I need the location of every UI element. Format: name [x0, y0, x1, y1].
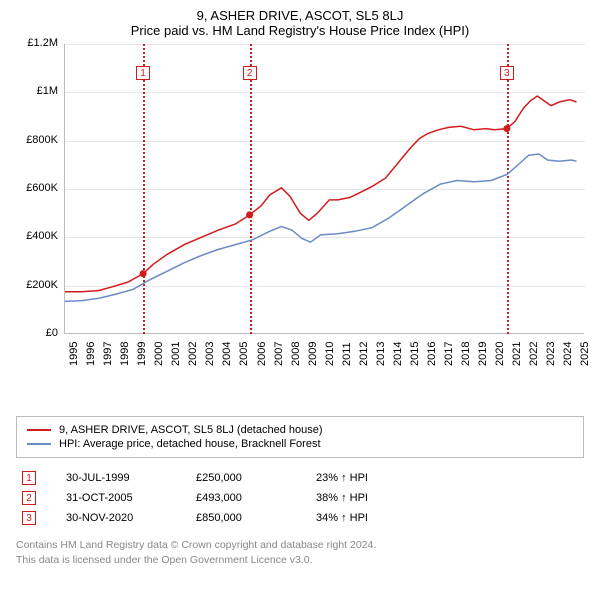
x-axis-tick-label: 2006: [256, 342, 268, 366]
y-axis-tick-label: £0: [16, 327, 58, 339]
legend-swatch: [27, 429, 51, 431]
plot-area: 123: [64, 44, 584, 334]
sales-row-marker-badge: 3: [22, 511, 36, 525]
x-axis-tick-label: 2020: [494, 342, 506, 366]
x-axis-tick-label: 2019: [477, 342, 489, 366]
x-axis-tick-label: 2008: [290, 342, 302, 366]
sale-dot: [246, 211, 253, 218]
x-axis-tick-label: 2014: [392, 342, 404, 366]
chart-title-address: 9, ASHER DRIVE, ASCOT, SL5 8LJ: [16, 8, 584, 23]
series-hpi: [65, 154, 577, 301]
chart-container: 9, ASHER DRIVE, ASCOT, SL5 8LJ Price pai…: [0, 0, 600, 590]
sales-row-marker-badge: 1: [22, 471, 36, 485]
sales-row-price: £250,000: [196, 472, 286, 484]
x-axis-tick-label: 2004: [221, 342, 233, 366]
x-axis-tick-label: 2017: [443, 342, 455, 366]
x-axis-tick-label: 2002: [187, 342, 199, 366]
x-axis-tick-label: 2007: [273, 342, 285, 366]
sales-row-delta: 38% ↑ HPI: [316, 492, 406, 504]
x-axis-tick-label: 2016: [426, 342, 438, 366]
x-axis-tick-label: 1996: [85, 342, 97, 366]
y-axis-tick-label: £600K: [16, 182, 58, 194]
y-axis-tick-label: £1M: [16, 85, 58, 97]
chart-title-block: 9, ASHER DRIVE, ASCOT, SL5 8LJ Price pai…: [16, 8, 584, 38]
x-axis-tick-label: 2015: [409, 342, 421, 366]
x-axis-tick-label: 2001: [170, 342, 182, 366]
sales-row-delta: 34% ↑ HPI: [316, 512, 406, 524]
y-axis-tick-label: £1.2M: [16, 37, 58, 49]
chart-plot-wrapper: £0£200K£400K£600K£800K£1M£1.2M 123 19951…: [16, 44, 584, 374]
x-axis-tick-label: 2024: [562, 342, 574, 366]
sale-dot: [503, 125, 510, 132]
x-axis-tick-label: 1995: [68, 342, 80, 366]
sale-dot: [140, 270, 147, 277]
footnote: Contains HM Land Registry data © Crown c…: [16, 538, 584, 567]
x-axis-tick-label: 2025: [579, 342, 591, 366]
x-axis-tick-label: 1999: [136, 342, 148, 366]
sales-row: 3 30-NOV-2020 £850,000 34% ↑ HPI: [16, 508, 584, 528]
y-axis-tick-label: £200K: [16, 279, 58, 291]
x-axis-tick-label: 2012: [358, 342, 370, 366]
x-axis-tick-label: 2018: [460, 342, 472, 366]
sales-table: 1 30-JUL-1999 £250,000 23% ↑ HPI 2 31-OCT-200…: [16, 468, 584, 528]
sales-row: 1 30-JUL-1999 £250,000 23% ↑ HPI: [16, 468, 584, 488]
sales-row-date: 30-NOV-2020: [66, 512, 166, 524]
sales-row-marker-badge: 2: [22, 491, 36, 505]
legend-label: HPI: Average price, detached house, Brac…: [59, 438, 321, 450]
legend-label: 9, ASHER DRIVE, ASCOT, SL5 8LJ (detached…: [59, 424, 323, 436]
line-chart-svg: [65, 44, 585, 334]
x-axis-tick-label: 2022: [528, 342, 540, 366]
sales-row-date: 31-OCT-2005: [66, 492, 166, 504]
footnote-line2: This data is licensed under the Open Gov…: [16, 553, 584, 568]
legend-row: 9, ASHER DRIVE, ASCOT, SL5 8LJ (detached…: [27, 423, 573, 437]
sales-row: 2 31-OCT-2005 £493,000 38% ↑ HPI: [16, 488, 584, 508]
x-axis-tick-label: 2021: [511, 342, 523, 366]
x-axis-tick-label: 2010: [324, 342, 336, 366]
x-axis-tick-label: 1997: [102, 342, 114, 366]
sales-row-date: 30-JUL-1999: [66, 472, 166, 484]
chart-title-subtitle: Price paid vs. HM Land Registry's House …: [16, 23, 584, 38]
x-axis-tick-label: 2009: [307, 342, 319, 366]
x-axis-tick-label: 2013: [375, 342, 387, 366]
x-axis-tick-label: 2023: [545, 342, 557, 366]
sales-row-price: £850,000: [196, 512, 286, 524]
y-axis-tick-label: £800K: [16, 134, 58, 146]
x-axis-tick-label: 2003: [204, 342, 216, 366]
sales-row-price: £493,000: [196, 492, 286, 504]
sales-row-delta: 23% ↑ HPI: [316, 472, 406, 484]
x-axis-tick-label: 1998: [119, 342, 131, 366]
series-property: [65, 96, 577, 292]
y-axis-tick-label: £400K: [16, 230, 58, 242]
x-axis-tick-label: 2005: [238, 342, 250, 366]
legend-row: HPI: Average price, detached house, Brac…: [27, 437, 573, 451]
legend-box: 9, ASHER DRIVE, ASCOT, SL5 8LJ (detached…: [16, 416, 584, 458]
x-axis-tick-label: 2000: [153, 342, 165, 366]
legend-swatch: [27, 443, 51, 445]
footnote-line1: Contains HM Land Registry data © Crown c…: [16, 538, 584, 553]
x-axis-tick-label: 2011: [341, 342, 353, 366]
